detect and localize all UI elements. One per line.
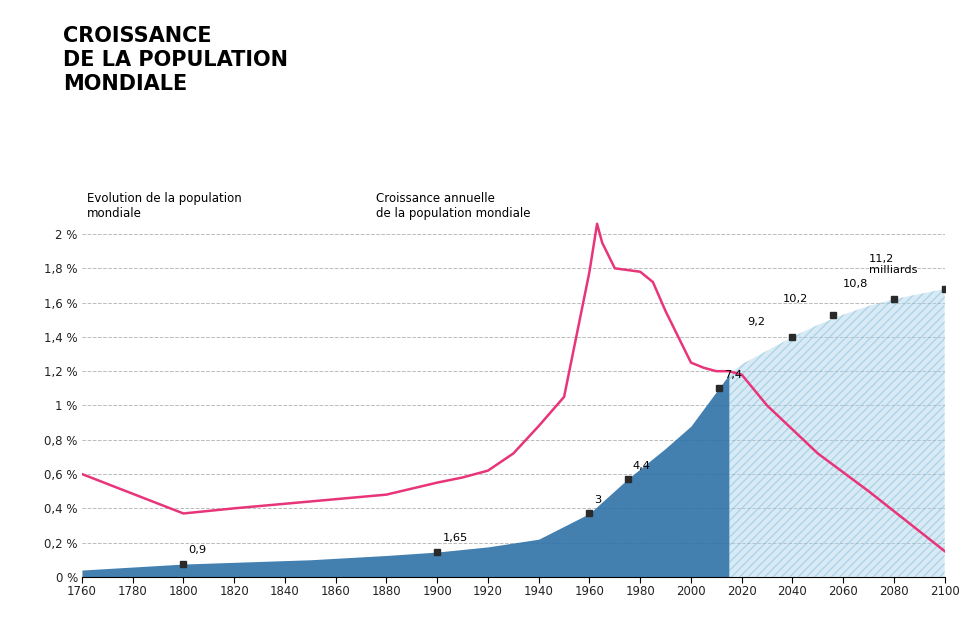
Text: 11,2
milliards: 11,2 milliards xyxy=(869,254,917,275)
Text: Evolution de la population
mondiale: Evolution de la population mondiale xyxy=(87,192,242,221)
Text: 3: 3 xyxy=(595,495,602,505)
Text: 0,9: 0,9 xyxy=(189,545,206,556)
Text: 10,8: 10,8 xyxy=(844,279,869,289)
Text: 4,4: 4,4 xyxy=(632,461,651,470)
Text: 1,65: 1,65 xyxy=(442,533,468,544)
Text: 7,4: 7,4 xyxy=(724,370,742,379)
Text: CROISSANCE
DE LA POPULATION
MONDIALE: CROISSANCE DE LA POPULATION MONDIALE xyxy=(63,26,287,94)
Text: Croissance annuelle
de la population mondiale: Croissance annuelle de la population mon… xyxy=(376,192,530,221)
Text: 9,2: 9,2 xyxy=(747,317,764,327)
Text: 10,2: 10,2 xyxy=(783,294,808,304)
